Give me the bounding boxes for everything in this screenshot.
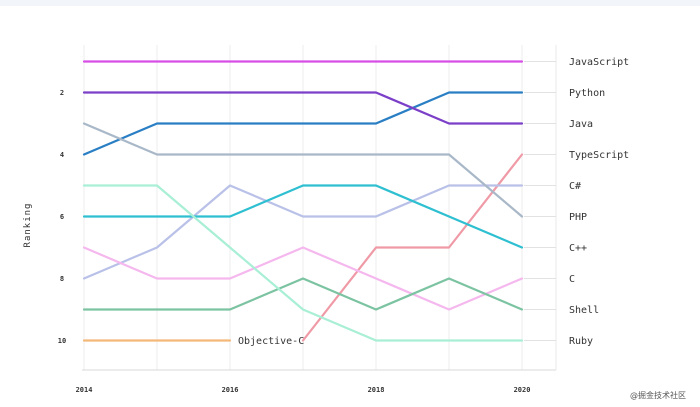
series-label-javascript: JavaScript — [569, 57, 629, 68]
y-tick-label: 10 — [58, 337, 66, 345]
series-label-c-: C# — [569, 181, 581, 192]
x-tick-label: 2016 — [222, 386, 239, 394]
series-labels: JavaScript Python Java TypeScript C# PHP C++ C S… — [238, 57, 629, 347]
top-strip — [0, 0, 700, 6]
series-label-ruby: Ruby — [569, 336, 593, 347]
y-tick-label: 6 — [60, 213, 64, 221]
series-line-c- — [82, 184, 524, 280]
series-line-ruby — [82, 184, 524, 342]
series-label-c-: C++ — [569, 243, 587, 254]
x-tick-label: 2020 — [514, 386, 531, 394]
grid — [82, 45, 557, 371]
series-line-shell — [82, 277, 524, 311]
x-tick-label: 2018 — [368, 386, 385, 394]
series-line-c- — [82, 184, 524, 249]
x-tick-label: 2014 — [76, 386, 93, 394]
y-tick-label: 2 — [60, 89, 64, 97]
x-tick-labels: 2014 2016 2018 2020 — [76, 386, 531, 394]
series-line-c — [82, 246, 524, 311]
series-line-java — [82, 91, 524, 125]
series-label-java: Java — [569, 119, 593, 130]
series-label-objective-c: Objective-C — [238, 336, 304, 347]
series-line-php — [82, 122, 524, 218]
y-tick-label: 8 — [60, 275, 64, 283]
series-label-typescript: TypeScript — [569, 150, 629, 161]
series-line-python — [82, 91, 524, 156]
series-line-typescript — [301, 153, 524, 342]
y-axis-label: Ranking — [23, 203, 33, 248]
y-tick-labels: 2 4 6 8 10 — [58, 89, 66, 345]
series-label-shell: Shell — [569, 305, 599, 316]
y-tick-label: 4 — [60, 151, 64, 159]
series-label-c: C — [569, 274, 575, 285]
watermark: @掘金技术社区 — [630, 391, 686, 400]
series-lines — [82, 60, 556, 342]
series-label-php: PHP — [569, 212, 587, 223]
series-label-python: Python — [569, 88, 605, 99]
